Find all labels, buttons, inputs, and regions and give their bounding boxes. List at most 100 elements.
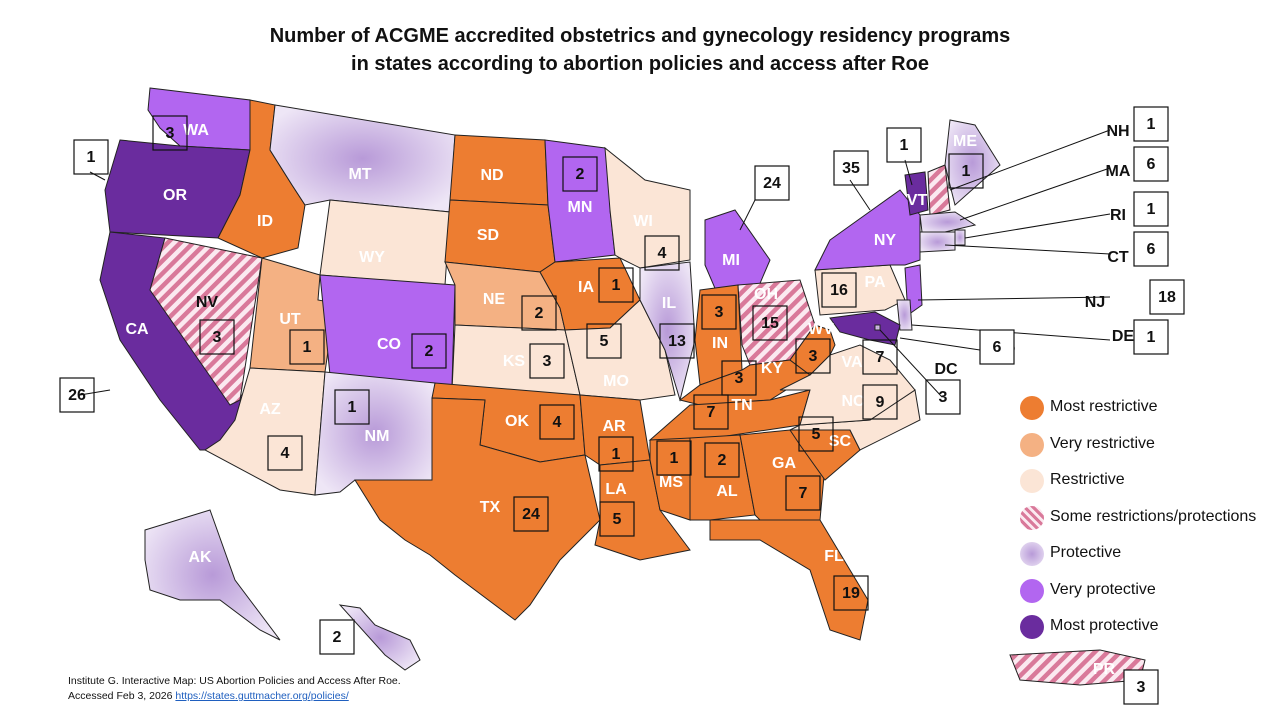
- state-label-ms: MS: [659, 474, 683, 491]
- program-count-me: 1: [962, 163, 971, 180]
- state-label-nh: NH: [1106, 123, 1129, 140]
- program-count-md: 6: [993, 339, 1002, 356]
- state-vt: [904, 171, 929, 216]
- state-label-nm: NM: [365, 428, 390, 445]
- state-label-ct: CT: [1107, 249, 1129, 266]
- state-label-ut: UT: [279, 311, 301, 328]
- legend-swatch: [1020, 615, 1044, 639]
- program-count-box-co: [411, 333, 447, 369]
- program-count-box-ks: [529, 343, 565, 379]
- source-line-1: Institute G. Interactive Map: US Abortio…: [68, 675, 401, 687]
- program-count-wv: 3: [809, 348, 818, 365]
- program-count-box-ma: [1133, 146, 1169, 182]
- state-me: [944, 119, 1001, 206]
- callout-line-ri: [964, 213, 1111, 239]
- state-dc: [874, 324, 881, 331]
- state-label-ky: KY: [761, 360, 784, 377]
- state-label-wy: WY: [359, 249, 385, 266]
- state-label-pa: PA: [864, 274, 885, 291]
- legend-swatch: [1020, 432, 1044, 457]
- state-label-or: OR: [163, 187, 187, 204]
- legend-label: Most restrictive: [1050, 398, 1158, 415]
- state-label-nd: ND: [480, 167, 503, 184]
- state-fl: [709, 519, 869, 641]
- program-count-ms: 1: [670, 450, 679, 467]
- program-count-box-la: [599, 501, 635, 537]
- callout-line-ma: [959, 167, 1111, 221]
- state-label-mn: MN: [568, 199, 593, 216]
- source-link[interactable]: https://states.guttmacher.org/policies/: [175, 690, 349, 702]
- program-count-box-ct: [1133, 231, 1169, 267]
- program-count-tn: 7: [707, 404, 716, 421]
- program-count-box-nj: [1149, 279, 1185, 315]
- program-count-ok: 4: [553, 414, 562, 431]
- program-count-box-tn: [693, 394, 729, 430]
- program-count-fl: 19: [842, 585, 860, 602]
- program-count-box-ny: [833, 150, 869, 186]
- program-count-ca: 26: [68, 387, 86, 404]
- legend-swatch: [1020, 469, 1044, 493]
- program-count-box-ky: [721, 360, 757, 396]
- state-label-nj: NJ: [1085, 294, 1105, 311]
- legend-item-very-protective: Very protective: [1020, 578, 1280, 603]
- program-count-mi: 24: [763, 175, 781, 192]
- state-md: [829, 311, 901, 346]
- program-count-box-mi: [754, 165, 790, 201]
- program-count-pa: 16: [830, 282, 848, 299]
- state-wa: [147, 87, 251, 151]
- program-count-ut: 1: [303, 339, 312, 356]
- program-count-box-vt: [886, 127, 922, 163]
- program-count-box-al: [704, 442, 740, 478]
- program-count-box-ga: [785, 475, 821, 511]
- state-label-tx: TX: [480, 499, 501, 516]
- state-label-ak: AK: [188, 549, 212, 566]
- callout-line-nh: [949, 129, 1111, 191]
- state-ma: [919, 211, 977, 233]
- legend-label: Some restrictions/protections: [1050, 507, 1257, 525]
- state-label-wv: WV: [808, 321, 834, 338]
- program-count-ia: 1: [612, 277, 621, 294]
- state-label-ga: GA: [772, 455, 796, 472]
- state-wi: [604, 146, 691, 269]
- program-count-box-ms: [656, 440, 692, 476]
- state-label-wa: WA: [183, 122, 209, 139]
- program-count-ri: 1: [1147, 201, 1156, 218]
- program-count-ny: 35: [842, 160, 860, 177]
- program-count-box-fl: [833, 575, 869, 611]
- program-count-wi: 4: [658, 245, 667, 262]
- program-count-va: 7: [876, 349, 885, 366]
- state-label-mt: MT: [348, 166, 371, 183]
- state-label-la: LA: [605, 481, 627, 498]
- legend-item-very-restrictive: Very restrictive: [1020, 432, 1280, 457]
- program-count-al: 2: [718, 452, 727, 469]
- program-count-box-nc: [862, 384, 898, 420]
- state-label-ks: KS: [503, 353, 526, 370]
- state-hi: [338, 604, 421, 671]
- program-count-box-ia: [598, 267, 634, 303]
- state-label-dc: DC: [934, 361, 958, 378]
- program-count-ar: 1: [612, 446, 621, 463]
- program-count-tx: 24: [522, 506, 540, 523]
- state-label-hi: HI: [356, 639, 372, 656]
- program-count-box-in: [701, 294, 737, 330]
- state-nh: [927, 164, 951, 216]
- program-count-box-az: [267, 435, 303, 471]
- program-count-box-wv: [795, 338, 831, 374]
- legend-label: Restrictive: [1050, 471, 1125, 488]
- state-wv: [789, 324, 836, 376]
- legend-swatch: [1020, 396, 1044, 420]
- program-count-box-ri: [1133, 191, 1169, 227]
- legend-swatch: [1020, 505, 1044, 530]
- state-label-nv: NV: [196, 294, 219, 311]
- program-count-sc: 5: [812, 426, 821, 443]
- source-accessed: Accessed Feb 3, 2026: [68, 690, 176, 702]
- callout-line-mi: [739, 199, 756, 231]
- callout-line-md: [899, 337, 981, 351]
- state-label-ok: OK: [505, 413, 529, 430]
- program-count-box-nv: [199, 319, 235, 355]
- state-label-mi: MI: [722, 252, 740, 269]
- state-de: [896, 299, 913, 331]
- state-label-in: IN: [712, 335, 728, 352]
- program-count-box-wa: [152, 115, 188, 151]
- state-tx: [354, 397, 601, 621]
